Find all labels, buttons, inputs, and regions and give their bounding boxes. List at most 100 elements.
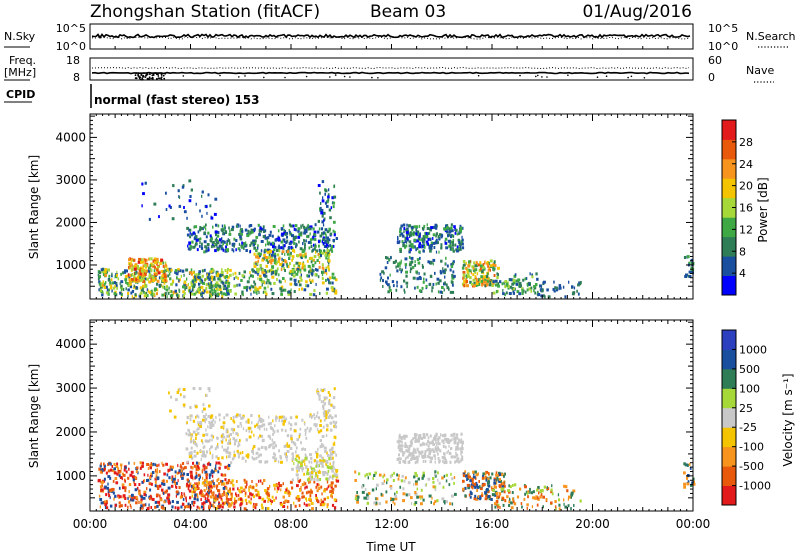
velocity-cell [323,488,327,491]
power-cell [233,242,236,246]
power-cell [174,289,177,293]
velocity-cell [124,497,127,500]
power-cell [425,232,428,235]
velocity-cell [313,480,316,484]
velocity-cell [428,455,431,459]
velocity-cell [281,419,283,423]
velocity-cell [196,498,199,502]
power-cell [205,235,208,239]
power-cell [273,242,276,246]
velocity-cell [244,480,246,484]
velocity-cell [242,416,245,420]
velocity-cell [139,461,142,465]
velocity-cell [478,480,480,483]
power-cell [203,225,206,229]
velocity-cell [129,473,133,477]
velocity-cell [413,457,417,461]
power-cell [250,292,252,296]
power-cell [254,261,258,265]
velocity-cell [230,417,232,420]
velocity-cell [293,429,297,433]
power-cell [282,288,285,292]
power-cell [309,266,312,270]
velocity-cell [303,481,305,485]
velocity-cell [217,482,221,485]
velocity-cell [418,495,422,499]
velocity-cell [226,446,229,450]
velocity-cell [286,458,288,462]
power-cell [409,233,413,237]
power-cell [97,273,100,277]
velocity-cell [447,441,450,444]
velocity-cell [232,483,235,487]
power-cell [188,286,191,290]
velocity-cell [239,422,242,425]
power-cell [413,225,417,229]
velocity-cell [306,426,309,430]
power-cell [452,290,455,294]
power-cell [479,264,483,268]
velocity-cell [234,499,238,503]
velocity-cell [118,501,121,505]
power-cell [318,240,320,244]
velocity-cell [156,468,159,472]
velocity-cell [402,492,406,496]
power-cell [223,240,226,244]
power-cell [211,242,214,246]
velocity-cell [327,466,331,470]
velocity-cell [253,495,255,499]
power-cell [144,273,147,276]
velocity-cell [312,467,315,471]
power-cell [176,293,179,297]
velocity-cell [308,429,311,433]
velocity-cell [116,472,119,476]
power-cell [397,262,400,266]
velocity-cell [179,495,182,499]
velocity-cell [498,495,501,499]
power-cell [281,257,283,261]
velocity-cell [278,484,282,488]
velocity-cell [323,402,327,406]
power-cell [239,248,241,252]
power-cell [332,229,335,233]
power-cell [318,261,321,264]
freq-dip-point [140,74,143,76]
velocity-cell [288,421,290,425]
velocity-cell [228,503,232,507]
power-cell [221,240,225,244]
power-cell [459,247,462,251]
velocity-cell [412,453,414,457]
velocity-cell [103,468,106,472]
velocity-cell [211,456,214,460]
power-cell [445,224,448,228]
colorbar-swatch [722,217,736,238]
velocity-cell [269,421,272,425]
velocity-cell [251,493,254,497]
power-cell [282,277,285,280]
velocity-cell [296,484,299,488]
power-cell [428,231,431,235]
velocity-cell [301,459,305,463]
power-cell [457,238,461,242]
power-cell [389,273,391,277]
velocity-cell [210,446,212,450]
power-cell [481,269,484,273]
power-cell [98,271,102,275]
velocity-cell [196,468,199,471]
power-cell [188,199,192,203]
velocity-cell [456,457,460,461]
velocity-cell [407,493,411,497]
velocity-cell [320,400,323,404]
power-cell [304,284,307,288]
velocity-cell [526,506,528,510]
velocity-cell [231,501,234,505]
velocity-cell [245,438,248,442]
velocity-cell [462,487,465,491]
power-cell [119,282,121,286]
velocity-cell [222,438,224,442]
velocity-cell [290,437,293,441]
power-cell [492,263,495,266]
velocity-cell [321,456,324,460]
velocity-cell [267,498,271,501]
velocity-cell [414,440,417,443]
